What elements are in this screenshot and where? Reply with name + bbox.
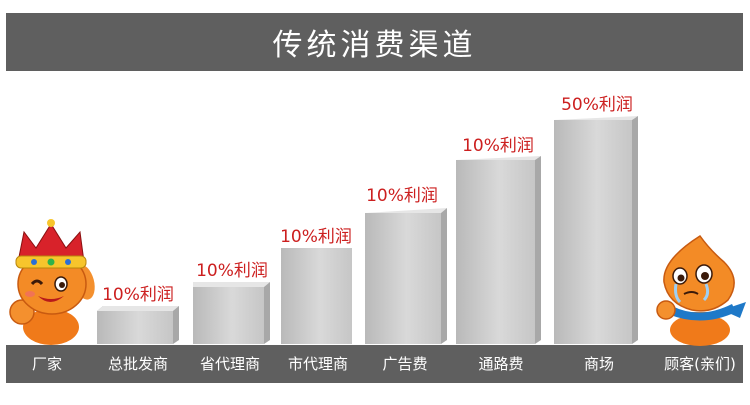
- channel-label-bar: [6, 345, 743, 383]
- profit-label-6: 50%利润: [561, 95, 633, 115]
- title-banner: 传统消费渠道: [6, 13, 743, 71]
- label-mall: 商场: [583, 355, 615, 373]
- profit-label-5: 10%利润: [462, 136, 534, 156]
- label-customers: 顾客(亲们): [664, 355, 736, 373]
- bar-3: [281, 248, 352, 344]
- bar-2: [193, 282, 270, 344]
- page-title: 传统消费渠道: [272, 28, 477, 63]
- label-city-agent: 市代理商: [287, 355, 349, 373]
- bar-6: [554, 116, 638, 344]
- customer-mascot-icon: [656, 234, 746, 346]
- profit-label-2: 10%利润: [196, 261, 268, 281]
- profit-label-4: 10%利润: [366, 186, 438, 206]
- bar-5: [456, 156, 541, 344]
- bar-1: [97, 306, 179, 344]
- crown-mascot-icon: [9, 219, 95, 345]
- bar-4: [365, 208, 447, 344]
- label-channel-fee: 通路费: [478, 355, 524, 373]
- label-provincial-agent: 省代理商: [199, 355, 261, 373]
- profit-label-1: 10%利润: [102, 285, 174, 305]
- label-manufacturer: 厂家: [31, 355, 63, 373]
- profit-label-3: 10%利润: [280, 227, 352, 247]
- label-general-wholesaler: 总批发商: [107, 355, 169, 373]
- label-advertising-fee: 广告费: [382, 355, 428, 373]
